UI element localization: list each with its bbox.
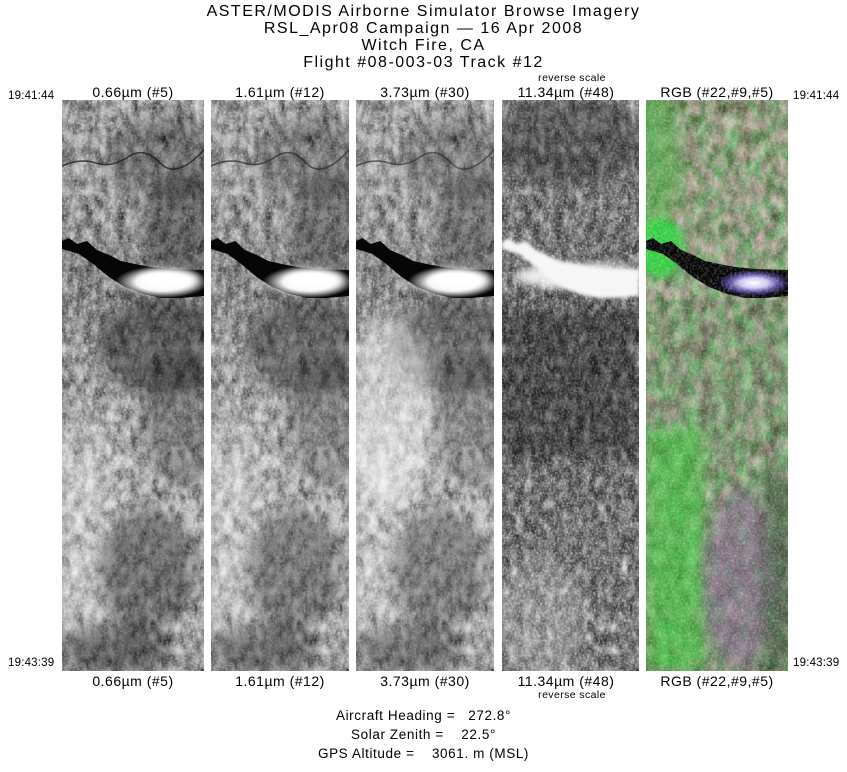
band-image-1.61um-texture (211, 100, 349, 671)
band-image-3.73um-texture (356, 100, 494, 671)
band-image-1.61um (211, 100, 349, 671)
band-label-bottom-2: 1.61µm (#12) (235, 673, 325, 689)
band-label-top-1: 0.66µm (#5) (92, 84, 174, 100)
timestamp-start-right: 19:41:44 (793, 90, 840, 102)
band-label-top-2: 1.61µm (#12) (235, 84, 325, 100)
band-label-bottom-3: 3.73µm (#30) (380, 673, 470, 689)
campaign-line: RSL_Apr08 Campaign — 16 Apr 2008 (263, 20, 584, 37)
title-block: ASTER/MODIS Airborne Simulator Browse Im… (0, 3, 847, 71)
aircraft-heading-value: Aircraft Heading = 272.8° (335, 708, 512, 723)
band-label-top-5: RGB (#22,#9,#5) (660, 84, 774, 100)
reverse-scale-note-top: reverse scale (538, 72, 606, 84)
reverse-scale-note-bottom: reverse scale (538, 689, 606, 701)
band-image-11.34um-texture (502, 100, 639, 671)
band-label-bottom-4: 11.34µm (#48) (517, 673, 615, 689)
location-line: Witch Fire, CA (361, 37, 486, 54)
band-image-rgb-texture (646, 100, 788, 671)
band-image-0.66um-texture (62, 100, 204, 671)
timestamp-end-left: 19:43:39 (8, 657, 55, 669)
timestamp-start-left: 19:41:44 (8, 90, 55, 102)
band-image-0.66um (62, 100, 204, 671)
timestamp-end-right: 19:43:39 (793, 657, 840, 669)
band-image-3.73um (356, 100, 494, 671)
gps-altitude-value: GPS Altitude = 3061. m (MSL) (317, 746, 530, 761)
band-label-top-4: 11.34µm (#48) (517, 84, 615, 100)
flight-track-line: Flight #08-003-03 Track #12 (303, 54, 544, 71)
band-label-bottom-5: RGB (#22,#9,#5) (660, 673, 774, 689)
band-label-top-3: 3.73µm (#30) (380, 84, 470, 100)
band-image-11.34um-reverse-scale (502, 100, 639, 671)
solar-zenith-value: Solar Zenith = 22.5° (351, 727, 496, 742)
band-label-bottom-1: 0.66µm (#5) (92, 673, 174, 689)
band-image-rgb-composite (646, 100, 788, 671)
page-title: ASTER/MODIS Airborne Simulator Browse Im… (206, 3, 641, 20)
